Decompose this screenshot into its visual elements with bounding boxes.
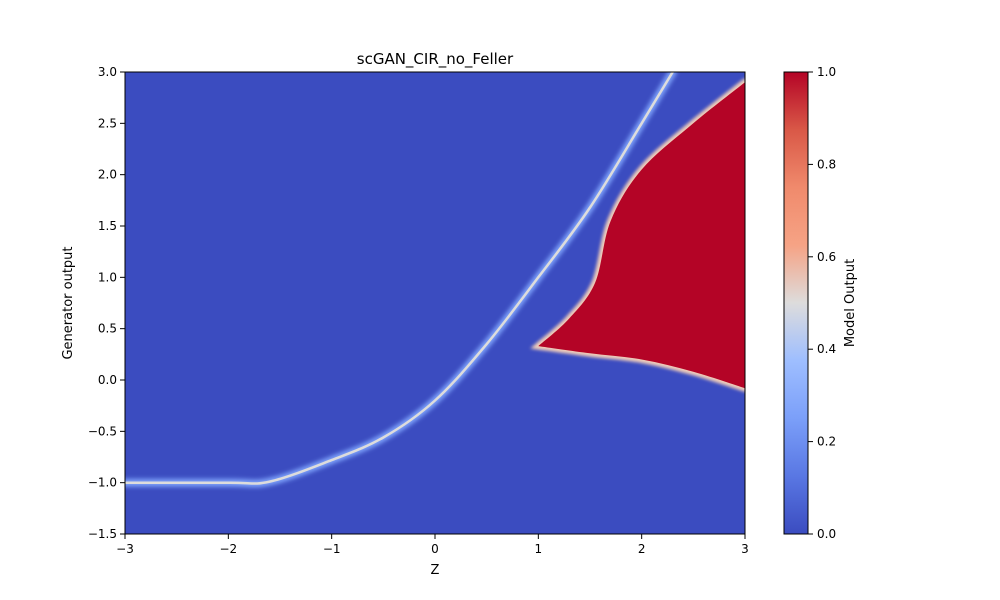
- colorbar-tick-label: 0.0: [817, 527, 836, 541]
- colorbar-tick-label: 0.2: [817, 435, 836, 449]
- y-tick-label: 3.0: [98, 65, 117, 79]
- x-axis-label: Z: [431, 563, 440, 578]
- x-tick-label: 0: [431, 542, 439, 556]
- y-tick-label: 2.0: [98, 168, 117, 182]
- heatmap-plot: [124, 71, 746, 535]
- colorbar: 0.0 0.2 0.4 0.6 0.8 1.0 Model Output: [783, 65, 858, 541]
- y-axis-label: Generator output: [61, 246, 76, 359]
- colorbar-tick-label: 1.0: [817, 65, 836, 79]
- y-tick-label: 0.5: [98, 322, 117, 336]
- y-tick-label: −1.5: [88, 527, 117, 541]
- y-tick-label: −1.0: [88, 476, 117, 490]
- chart-title: scGAN_CIR_no_Feller: [357, 50, 514, 69]
- colorbar-tick-label: 0.4: [817, 342, 836, 356]
- y-axis: −1.5 −1.0 −0.5 0.0 0.5 1.0 1.5 2.0 2.5 3.0: [88, 65, 125, 541]
- colorbar-tick-label: 0.6: [817, 250, 836, 264]
- x-tick-label: 1: [535, 542, 543, 556]
- x-tick-label: −2: [219, 542, 237, 556]
- x-tick-label: 3: [741, 542, 749, 556]
- colorbar-gradient: [784, 72, 808, 534]
- x-axis: −3 −2 −1 0 1 2 3: [116, 534, 749, 556]
- x-tick-label: −3: [116, 542, 134, 556]
- red-region: [538, 82, 745, 389]
- x-tick-label: −1: [323, 542, 341, 556]
- ridge-core: [125, 72, 674, 485]
- colorbar-ticks: 0.0 0.2 0.4 0.6 0.8 1.0: [808, 65, 836, 541]
- colorbar-label: Model Output: [843, 259, 858, 347]
- x-tick-label: 2: [638, 542, 646, 556]
- colorbar-tick-label: 0.8: [817, 157, 836, 171]
- y-tick-label: −0.5: [88, 424, 117, 438]
- y-tick-label: 2.5: [98, 116, 117, 130]
- y-tick-label: 0.0: [98, 373, 117, 387]
- y-tick-label: 1.5: [98, 219, 117, 233]
- colorbar-frame: [783, 71, 809, 535]
- y-tick-label: 1.0: [98, 270, 117, 284]
